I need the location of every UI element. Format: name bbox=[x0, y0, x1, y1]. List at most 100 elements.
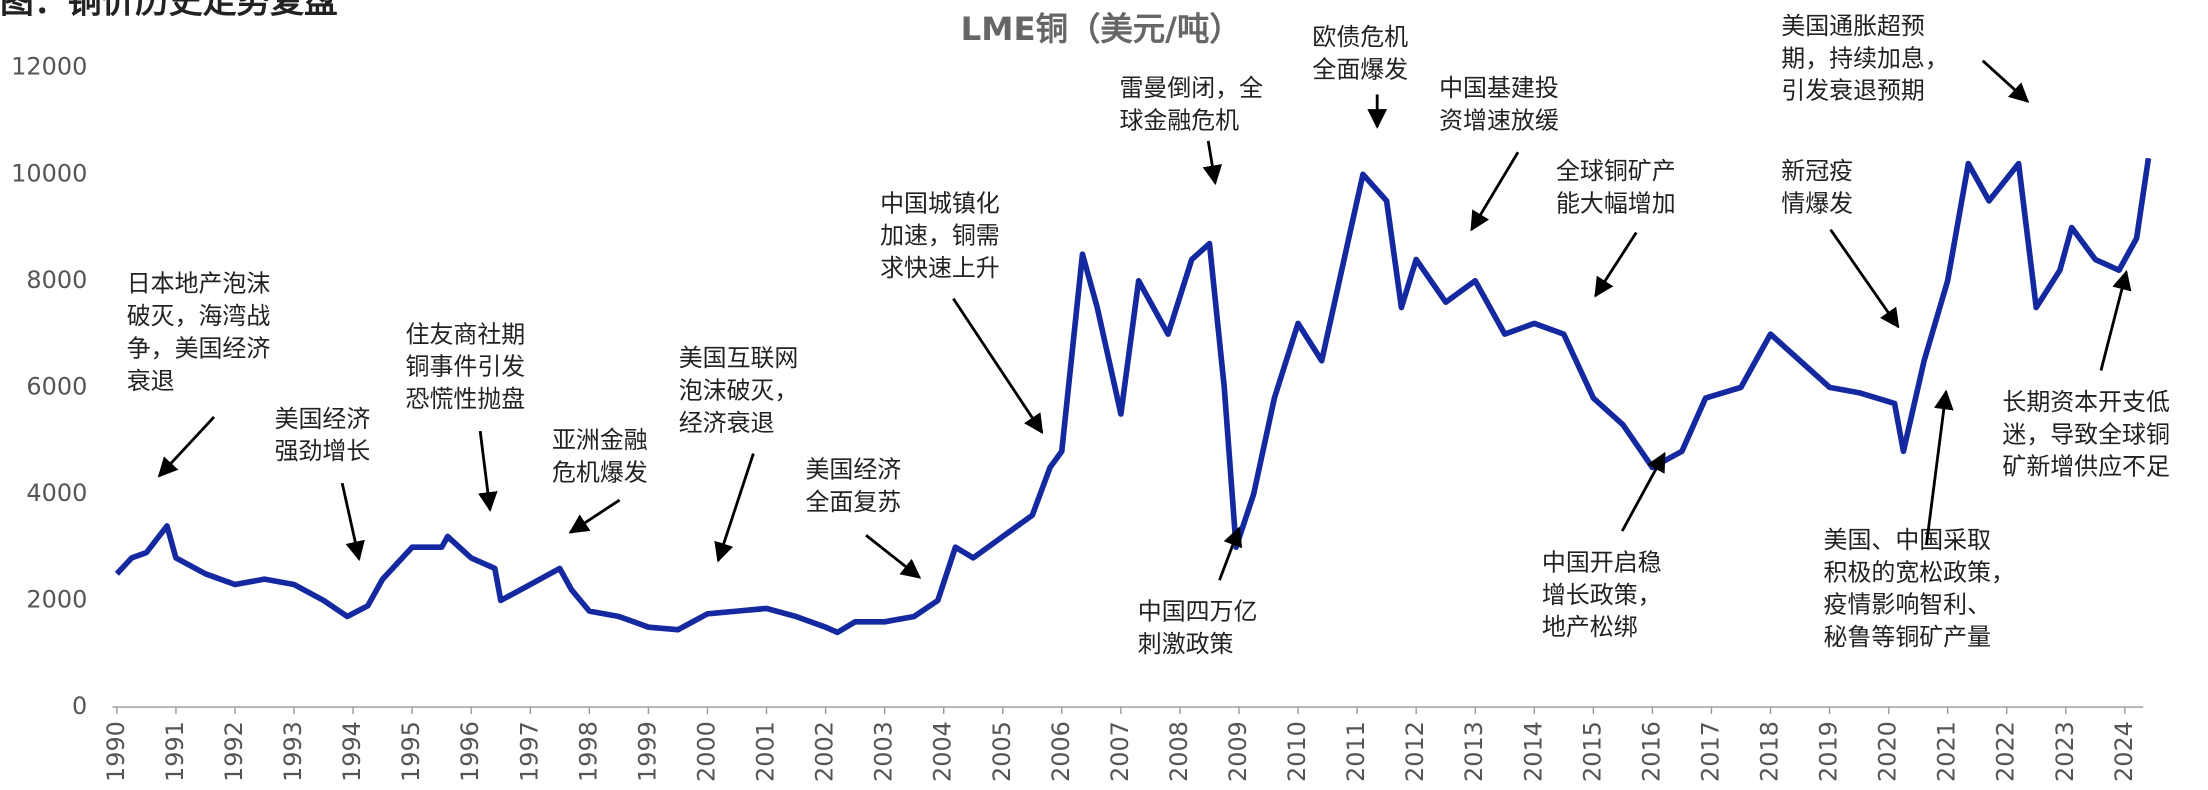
annotation: 中国开启稳 bbox=[1542, 548, 1662, 576]
annotation-arrow bbox=[865, 534, 922, 579]
x-tick-label: 1995 bbox=[397, 721, 425, 782]
x-tick-label: 1999 bbox=[633, 721, 661, 782]
x-tick-label: 2018 bbox=[1756, 721, 1784, 782]
y-tick-label: 10000 bbox=[11, 159, 87, 187]
x-tick-label: 2022 bbox=[1992, 721, 2020, 782]
annotation: 亚洲金融 bbox=[552, 426, 648, 454]
x-tick-label: 2005 bbox=[988, 721, 1016, 782]
annotation-arrow bbox=[568, 498, 621, 534]
annotation: 长期资本开支低 bbox=[2002, 388, 2170, 416]
x-tick-label: 2023 bbox=[2051, 721, 2079, 782]
annotation-arrow bbox=[1829, 228, 1900, 329]
annotation: 雷曼倒闭，全 bbox=[1119, 74, 1263, 102]
x-tick-label: 1997 bbox=[515, 721, 543, 782]
annotation-arrow bbox=[952, 297, 1044, 435]
annotation: 日本地产泡沫 bbox=[127, 270, 271, 298]
x-tick-label: 2024 bbox=[2110, 721, 2138, 782]
x-tick-label: 2019 bbox=[1815, 721, 1843, 782]
annotation-arrow bbox=[2099, 269, 2132, 371]
annotation-arrow bbox=[1981, 59, 2030, 103]
annotation: 迷，导致全球铜 bbox=[2002, 420, 2169, 448]
x-tick-label: 2008 bbox=[1165, 721, 1193, 782]
annotation: 增长政策， bbox=[1542, 581, 1662, 609]
x-tick-label: 2014 bbox=[1519, 721, 1547, 782]
annotation-arrow bbox=[1620, 451, 1666, 532]
x-tick-label: 1993 bbox=[279, 721, 307, 782]
x-tick-label: 1991 bbox=[161, 721, 189, 782]
y-tick-label: 0 bbox=[72, 692, 87, 720]
x-tick-label: 2012 bbox=[1401, 721, 1429, 782]
annotation: 刺激政策 bbox=[1138, 630, 1234, 658]
annotation-arrow bbox=[714, 453, 755, 563]
annotation: 破灭，海湾战 bbox=[127, 302, 271, 330]
y-tick-label: 6000 bbox=[26, 372, 87, 400]
annotation: 求快速上升 bbox=[880, 254, 1000, 282]
chart-title: LME铜（美元/吨） bbox=[961, 10, 1242, 48]
annotation-arrow bbox=[157, 415, 216, 478]
annotation-arrow bbox=[1218, 526, 1243, 581]
annotation: 美国经济 bbox=[805, 455, 901, 483]
annotation: 强劲增长 bbox=[275, 437, 371, 465]
x-tick-label: 2021 bbox=[1933, 721, 1961, 782]
x-tick-label: 1992 bbox=[220, 721, 248, 782]
x-tick-label: 2006 bbox=[1047, 721, 1075, 782]
x-tick-label: 2011 bbox=[1342, 721, 1370, 782]
figure-caption: 图：铜价历史走势复盘 bbox=[0, 0, 338, 20]
x-tick-label: 2004 bbox=[929, 721, 957, 782]
annotation: 矿新增供应不足 bbox=[2002, 453, 2170, 481]
y-tick-label: 12000 bbox=[11, 53, 87, 81]
annotation: 引发衰退预期 bbox=[1781, 77, 1925, 105]
annotation-arrow bbox=[1924, 389, 1954, 546]
annotation-arrow bbox=[1470, 151, 1520, 232]
x-tick-label: 2010 bbox=[1283, 721, 1311, 782]
x-tick-label: 1996 bbox=[456, 721, 484, 782]
annotation: 情爆发 bbox=[1781, 189, 1853, 217]
y-tick-label: 8000 bbox=[26, 266, 87, 294]
annotation: 新冠疫 bbox=[1781, 157, 1853, 185]
y-tick-label: 2000 bbox=[26, 585, 87, 613]
x-tick-label: 2015 bbox=[1578, 721, 1606, 782]
annotation: 秘鲁等铜矿产量 bbox=[1824, 623, 1991, 651]
annotation-arrow bbox=[340, 482, 365, 562]
annotation: 中国基建投 bbox=[1439, 74, 1559, 102]
annotation: 经济衰退 bbox=[679, 409, 775, 437]
x-tick-label: 2000 bbox=[692, 721, 720, 782]
annotation: 衰退 bbox=[127, 367, 175, 395]
annotation: 美国互联网 bbox=[679, 344, 799, 372]
x-tick-label: 2016 bbox=[1637, 721, 1665, 782]
annotation: 能大幅增加 bbox=[1556, 189, 1676, 217]
x-tick-label: 2007 bbox=[1106, 721, 1134, 782]
annotation: 地产松绑 bbox=[1542, 613, 1638, 641]
x-tick-label: 1994 bbox=[338, 721, 366, 782]
annotation-arrow bbox=[1202, 140, 1223, 186]
x-tick-label: 1990 bbox=[102, 721, 130, 782]
annotation: 泡沫破灭， bbox=[679, 377, 799, 405]
x-tick-label: 1998 bbox=[574, 721, 602, 782]
x-tick-label: 2002 bbox=[811, 721, 839, 782]
annotation: 欧债危机 bbox=[1312, 23, 1408, 51]
price-line bbox=[114, 157, 2152, 636]
annotation: 住友商社期 bbox=[406, 320, 526, 348]
annotation: 争，美国经济 bbox=[127, 334, 271, 362]
x-tick-label: 2013 bbox=[1460, 721, 1488, 782]
annotation: 铜事件引发 bbox=[406, 353, 526, 381]
x-tick-label: 2020 bbox=[1874, 721, 1902, 782]
annotation: 积极的宽松政策， bbox=[1824, 558, 2015, 586]
annotation: 疫情影响智利、 bbox=[1824, 591, 1991, 619]
annotation: 球金融危机 bbox=[1119, 106, 1239, 134]
annotation: 恐慌性抛盘 bbox=[406, 385, 526, 413]
annotation: 期，持续加息， bbox=[1781, 44, 1948, 72]
y-tick-label: 4000 bbox=[26, 479, 87, 507]
x-tick-label: 2009 bbox=[1224, 721, 1252, 782]
annotation: 资增速放缓 bbox=[1439, 106, 1559, 134]
annotation: 美国经济 bbox=[275, 405, 371, 433]
annotation-arrow bbox=[1594, 231, 1638, 298]
annotation: 加速，铜需 bbox=[880, 222, 1000, 250]
annotation: 全球铜矿产 bbox=[1556, 157, 1676, 185]
annotation: 美国通胀超预 bbox=[1781, 12, 1925, 40]
annotation: 危机爆发 bbox=[552, 458, 648, 486]
annotation: 中国城镇化 bbox=[880, 189, 1000, 217]
x-tick-label: 2003 bbox=[870, 721, 898, 782]
annotation: 全面爆发 bbox=[1312, 56, 1408, 84]
